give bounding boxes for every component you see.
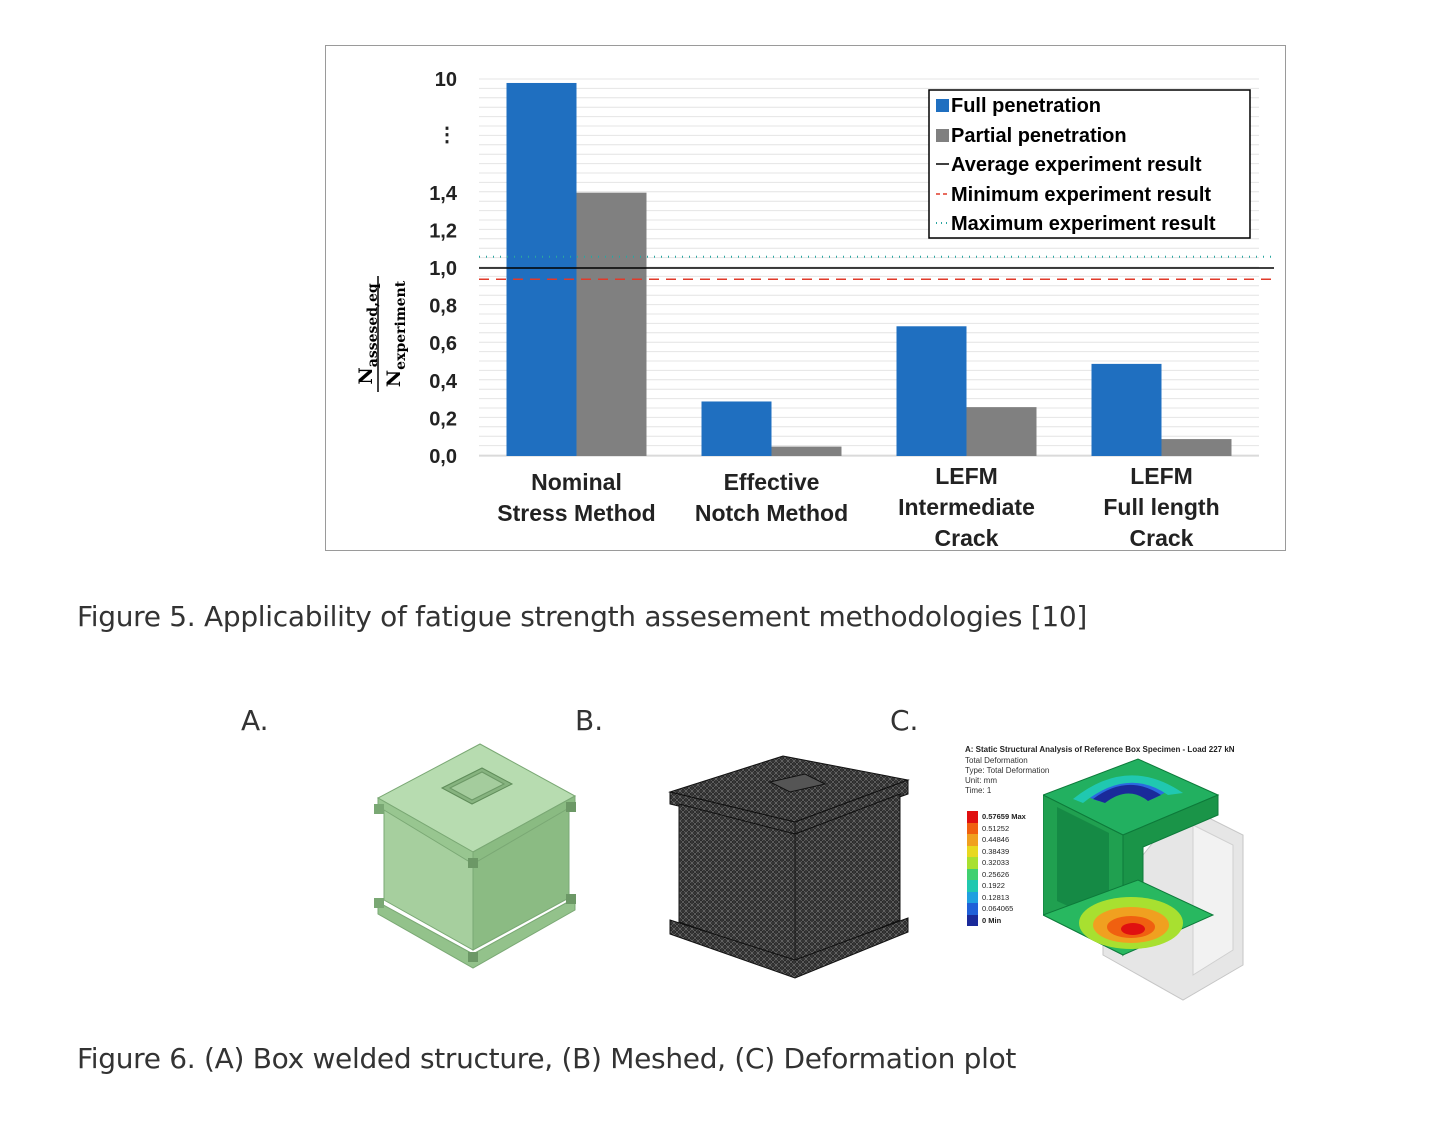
x-category-label: Full length	[1103, 494, 1219, 520]
y-label-numerator: N	[355, 367, 377, 384]
legend-label-maximum: Maximum experiment result	[951, 213, 1216, 235]
scale-label: 0.064065	[982, 904, 1014, 914]
scale-entry: 0.25626	[967, 868, 1026, 880]
bar-partial-penetration	[576, 192, 647, 457]
scale-entry: 0.57659 Max	[967, 811, 1026, 823]
scale-label: 0.32033	[982, 858, 1010, 868]
legend-label-minimum: Minimum experiment result	[951, 184, 1211, 206]
legend-label-partial-penetration: Partial penetration	[951, 125, 1127, 147]
scale-label: 0.1922	[982, 881, 1005, 891]
bar-full-penetration	[701, 401, 772, 456]
panel-letter-b: B.	[575, 704, 604, 737]
scale-swatch	[967, 857, 978, 869]
scale-label: 0.38439	[982, 846, 1010, 856]
x-category-label: LEFM	[1130, 463, 1193, 489]
deformation-info-line: Unit: mm	[965, 776, 997, 785]
scale-label: 0 Min	[982, 915, 1002, 925]
y-tick-label: 1,4	[429, 183, 458, 205]
panel-letter-c: C.	[890, 704, 919, 737]
y-tick-label: 0,4	[429, 371, 458, 393]
scale-swatch	[967, 868, 978, 880]
figure5-chart-frame: 0,0 0,2 0,4 0,6 0,8 1,0 1,2 1,4 ⋮ 10 Nominal Stres…	[325, 45, 1286, 551]
y-tick-label: 0,8	[429, 296, 457, 318]
y-tick-label: 0,6	[429, 333, 457, 355]
chart-bars	[506, 82, 1232, 457]
scale-label: 0.12813	[982, 892, 1010, 902]
scale-swatch	[967, 880, 978, 892]
chart-legend: Full penetration Partial penetration Ave…	[928, 89, 1251, 239]
y-label-denominator: N	[383, 370, 405, 387]
legend-label-full-penetration: Full penetration	[951, 95, 1101, 117]
y-tick-label: ⋮	[437, 124, 457, 146]
chart-reference-lines	[479, 255, 1274, 281]
x-category-label: LEFM	[935, 463, 998, 489]
bar-full-penetration	[506, 82, 577, 456]
x-category-label: Crack	[1130, 525, 1194, 551]
x-category-label: Notch Method	[695, 500, 848, 526]
scale-swatch	[967, 834, 978, 846]
legend-swatch-full-penetration	[936, 99, 949, 112]
chart-x-categories: Nominal Stress Method Effective Notch Metho…	[497, 463, 1219, 551]
legend-swatch-partial-penetration	[936, 129, 949, 142]
x-category-label: Intermediate	[898, 494, 1035, 520]
y-tick-label: 1,0	[429, 258, 457, 280]
y-tick-label: 0,2	[429, 408, 457, 430]
scale-entry: 0.32033	[967, 857, 1026, 869]
deformation-info-line: Time: 1	[965, 786, 992, 795]
legend-label-average: Average experiment result	[951, 154, 1202, 176]
scale-label: 0.51252	[982, 823, 1010, 833]
y-axis-label: Nassesed,eq Nexperiment	[355, 276, 409, 392]
meshed-box-model-icon	[668, 755, 910, 979]
x-category-label: Crack	[935, 525, 999, 551]
chart-y-ticks: 0,0 0,2 0,4 0,6 0,8 1,0 1,2 1,4 ⋮ 10	[429, 69, 458, 468]
deformation-info-line: Type: Total Deformation	[965, 766, 1050, 775]
scale-label: 0.44846	[982, 835, 1010, 845]
figure6-caption: Figure 6. (A) Box welded structure, (B) …	[77, 1042, 1017, 1075]
scale-swatch	[967, 891, 978, 903]
deformation-plot-title: A: Static Structural Analysis of Referen…	[965, 745, 1235, 754]
scale-entry: 0.064065	[967, 903, 1026, 915]
legend-box	[928, 89, 1251, 239]
deformation-plot: A: Static Structural Analysis of Referen…	[965, 745, 1265, 1007]
svg-text:Nexperiment: Nexperiment	[383, 280, 409, 387]
bar-partial-penetration	[966, 407, 1037, 456]
y-tick-label: 10	[435, 69, 457, 91]
deformation-color-scale: 0.57659 Max 0.51252 0.44846 0.38439 0.32033 0…	[967, 811, 1026, 926]
scale-label: 0.57659 Max	[982, 812, 1026, 822]
svg-text:Nassesed,eq: Nassesed,eq	[355, 283, 381, 384]
y-tick-label: 0,0	[429, 446, 457, 468]
scale-swatch	[967, 914, 978, 926]
bar-full-penetration	[1091, 363, 1162, 456]
panel-letter-a: A.	[241, 704, 269, 737]
scale-entry: 0 Min	[967, 914, 1026, 926]
green-box-model-icon	[374, 743, 577, 969]
x-category-label: Stress Method	[497, 500, 655, 526]
x-category-label: Nominal	[531, 469, 622, 495]
scale-swatch	[967, 811, 978, 823]
bar-partial-penetration	[1161, 439, 1232, 456]
scale-entry: 0.44846	[967, 834, 1026, 846]
scale-entry: 0.12813	[967, 891, 1026, 903]
x-category-label: Effective	[724, 469, 820, 495]
deformation-plot-info: Total Deformation Type: Total Deformatio…	[965, 756, 1049, 796]
figure5-chart: 0,0 0,2 0,4 0,6 0,8 1,0 1,2 1,4 ⋮ 10 Nominal Stres…	[355, 69, 1274, 551]
figure5-caption: Figure 5. Applicability of fatigue stren…	[77, 600, 1088, 633]
scale-entry: 0.51252	[967, 822, 1026, 834]
y-label-denominator-sub: experiment	[393, 280, 409, 370]
y-label-numerator-sub: assesed,eq	[365, 283, 381, 367]
scale-swatch	[967, 903, 978, 915]
bar-partial-penetration	[771, 446, 842, 456]
scale-entry: 0.1922	[967, 880, 1026, 892]
scale-swatch	[967, 845, 978, 857]
scale-entry: 0.38439	[967, 845, 1026, 857]
deformation-info-line: Total Deformation	[965, 756, 1028, 765]
scale-label: 0.25626	[982, 869, 1010, 879]
y-tick-label: 1,2	[429, 220, 457, 242]
scale-swatch	[967, 822, 978, 834]
deformation-contour-icon	[1043, 758, 1244, 1001]
bar-full-penetration	[896, 326, 967, 456]
